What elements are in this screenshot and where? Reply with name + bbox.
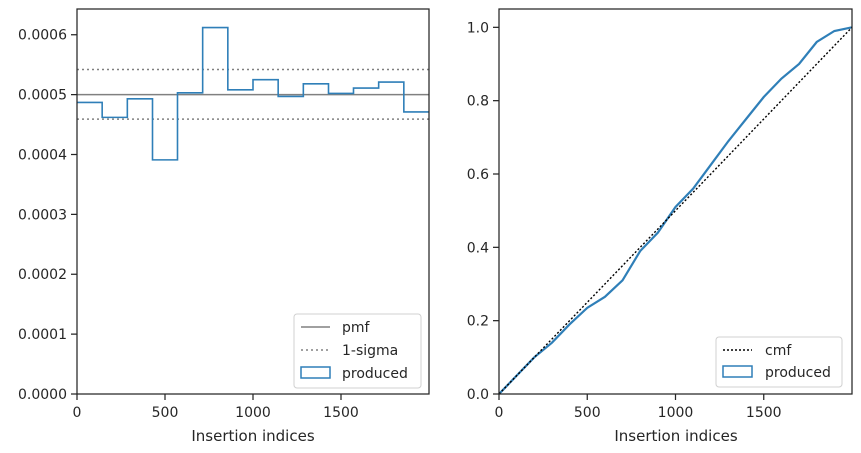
left-y-tick-label: 0.0005 — [18, 88, 67, 104]
left-y-tick-label: 0.0002 — [18, 267, 67, 283]
histogram-bar — [127, 99, 152, 394]
histogram-bar — [228, 90, 253, 394]
right-y-tick-label: 0.8 — [467, 94, 489, 110]
right-plot-area — [498, 26, 853, 395]
right-x-tick-label: 500 — [574, 405, 601, 421]
left-plot-area — [77, 26, 429, 394]
produced-histogram-step — [77, 26, 429, 161]
left-x-tick-label: 1000 — [235, 405, 271, 421]
right-axes-frame — [498, 8, 853, 395]
legend-produced-label: produced — [342, 366, 408, 382]
legend-1-sigma-label: 1-sigma — [342, 343, 398, 359]
left-y-tick-label: 0.0000 — [18, 387, 67, 403]
right-x-tick-label: 1500 — [746, 405, 782, 421]
right-y-tick-label: 0.0 — [467, 387, 489, 403]
legend-pmf-label: pmf — [342, 320, 371, 336]
histogram-bar — [253, 80, 278, 394]
right-y-tick-label: 0.6 — [467, 167, 489, 183]
left-legend: pmf 1-sigma produced — [293, 313, 422, 389]
cmf-panel: 0 500 1000 1500 0.0 0.2 0.4 0.6 0.8 1.0 Insertion… — [467, 8, 853, 445]
left-axis-ticks: 0 500 1000 1500 0.0000 0.0001 0.0002 0.0003 0.00… — [18, 28, 359, 421]
left-legend-box — [293, 313, 422, 389]
right-x-axis-label: Insertion indices — [614, 427, 737, 445]
histogram-bar — [177, 93, 202, 394]
left-y-tick-label: 0.0006 — [18, 28, 67, 44]
right-x-tick-label: 0 — [495, 405, 504, 421]
left-x-tick-label: 1500 — [323, 405, 359, 421]
left-x-axis-label: Insertion indices — [191, 427, 314, 445]
right-axis-ticks: 0 500 1000 1500 0.0 0.2 0.4 0.6 0.8 1.0 — [467, 20, 782, 421]
right-y-tick-label: 0.2 — [467, 314, 489, 330]
histogram-bar — [203, 28, 228, 394]
left-y-tick-label: 0.0001 — [18, 327, 67, 343]
right-x-tick-label: 1000 — [658, 405, 694, 421]
legend-produced-swatch-right — [722, 365, 753, 378]
produced-cumulative-line — [498, 26, 853, 395]
histogram-bar — [102, 117, 127, 394]
left-axes-frame — [76, 8, 430, 395]
left-y-tick-label: 0.0003 — [18, 207, 67, 223]
right-legend: cmf produced — [715, 336, 843, 388]
left-x-tick-label: 0 — [73, 405, 82, 421]
legend-produced-label-right: produced — [765, 365, 831, 381]
cmf-line — [498, 26, 853, 395]
left-y-tick-label: 0.0004 — [18, 147, 67, 163]
pmf-histogram-panel: 0 500 1000 1500 0.0000 0.0001 0.0002 0.0003 0.00… — [18, 8, 430, 445]
legend-cmf-label: cmf — [765, 343, 792, 359]
histogram-bar — [77, 102, 102, 394]
left-x-tick-label: 500 — [152, 405, 179, 421]
legend-produced-swatch — [300, 366, 331, 379]
right-y-tick-label: 0.4 — [467, 240, 489, 256]
right-y-tick-label: 1.0 — [467, 20, 489, 36]
histogram-bar — [153, 160, 178, 394]
